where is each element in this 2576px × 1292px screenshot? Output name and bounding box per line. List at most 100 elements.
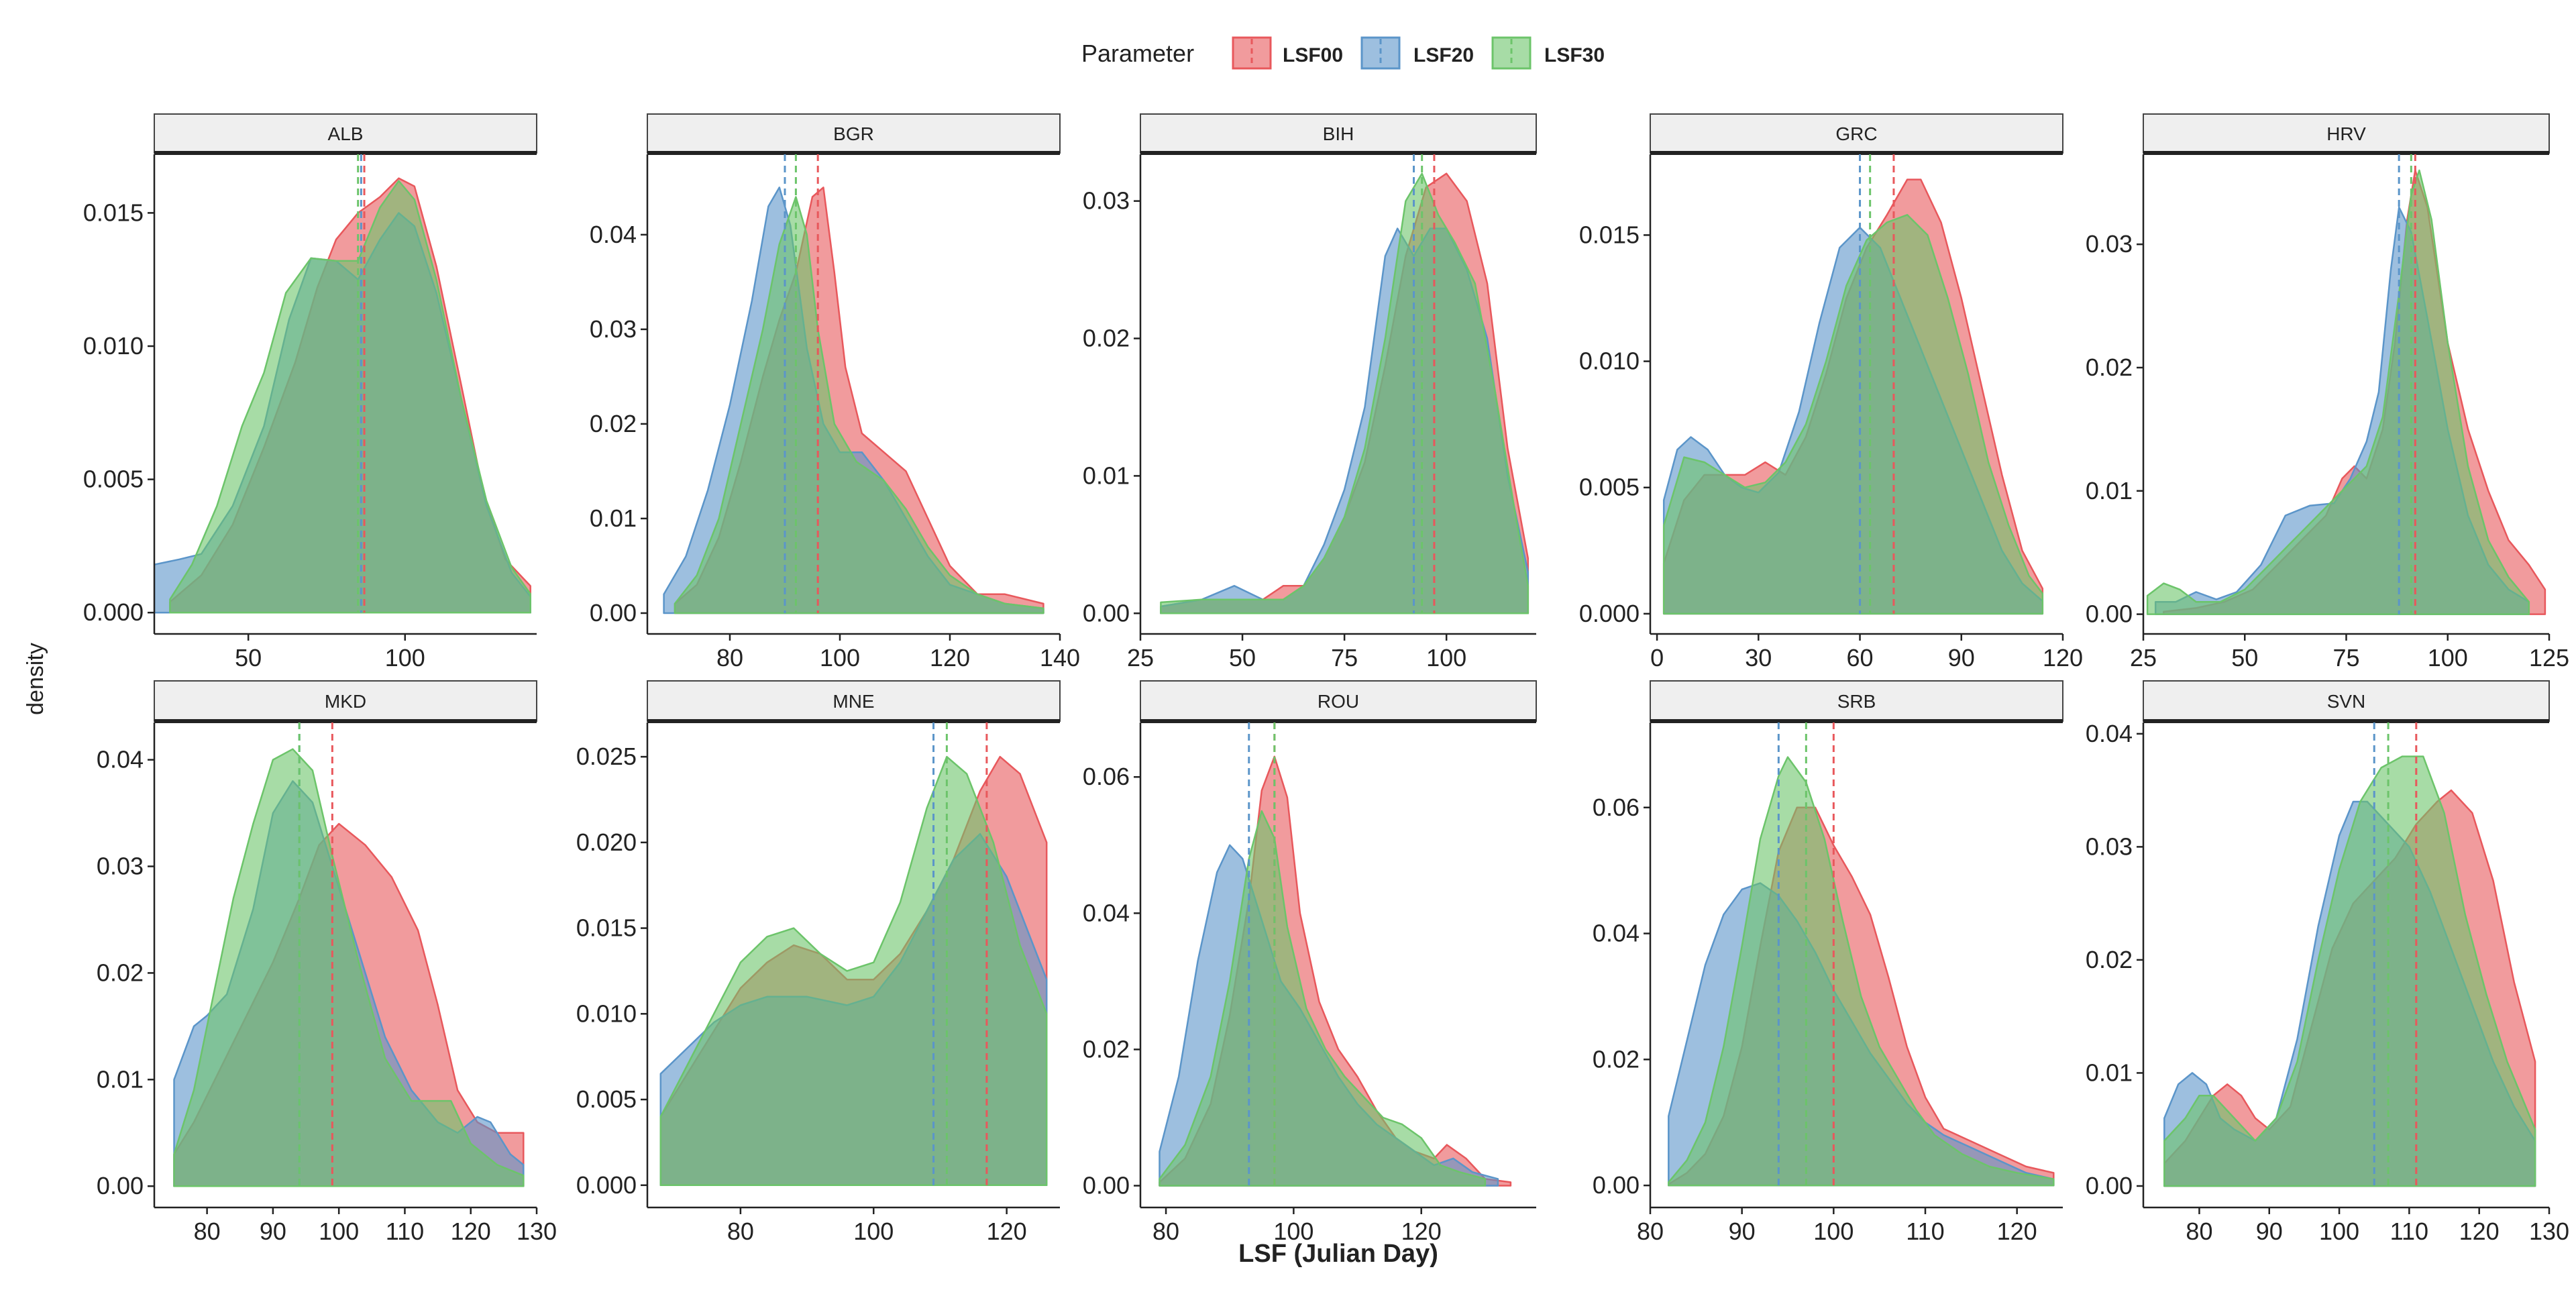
y-tick-label-bgr: 0.01 bbox=[590, 504, 637, 532]
legend-swatch-lsf00 bbox=[1232, 36, 1272, 70]
y-tick-label-bih: 0.03 bbox=[1083, 187, 1130, 215]
y-tick-label-svn: 0.03 bbox=[2086, 832, 2133, 860]
y-tick-label-rou: 0.04 bbox=[1083, 899, 1130, 926]
x-tick-label-grc: 30 bbox=[1745, 644, 1772, 671]
x-tick-label-hrv: 125 bbox=[2529, 644, 2569, 671]
x-tick-label-rou: 100 bbox=[1273, 1218, 1313, 1245]
x-tick-label-mne: 120 bbox=[987, 1218, 1027, 1245]
panel-strip-mkd bbox=[154, 680, 537, 722]
panel-title-bih: BIH bbox=[1323, 123, 1354, 144]
x-tick-label-bih: 75 bbox=[1331, 644, 1358, 671]
legend-key-lsf20: LSF20 bbox=[1360, 36, 1474, 70]
x-tick-label-srb: 100 bbox=[1813, 1218, 1854, 1245]
density-areas-mne bbox=[659, 722, 1048, 1187]
panel-strip-alb bbox=[154, 113, 537, 154]
legend-key-lsf30: LSF30 bbox=[1491, 36, 1605, 70]
panel-bgr: BGR 0.00 0.01 0.02 0.03 0.04 80 100 120 140 bbox=[590, 113, 1080, 671]
y-tick-label-alb: 0.000 bbox=[83, 598, 144, 626]
x-tick-label-hrv: 75 bbox=[2332, 644, 2359, 671]
density-areas-hrv bbox=[2146, 154, 2546, 615]
panel-strip-rou bbox=[1140, 680, 1537, 722]
density-area-lsf30 bbox=[2146, 169, 2530, 615]
x-tick-label-svn: 100 bbox=[2319, 1218, 2359, 1245]
panel-title-bgr: BGR bbox=[833, 123, 874, 144]
x-tick-label-mkd: 80 bbox=[194, 1218, 221, 1245]
panel-svn: SVN 0.00 0.01 0.02 0.03 0.04 80 90 100 110 120 130 bbox=[2086, 680, 2569, 1245]
x-tick-label-srb: 120 bbox=[1997, 1218, 2037, 1245]
x-tick-label-svn: 110 bbox=[2390, 1218, 2428, 1245]
panel-title-rou: ROU bbox=[1318, 691, 1359, 712]
panel-title-mkd: MKD bbox=[325, 691, 366, 712]
x-tick-label-grc: 90 bbox=[1948, 644, 1975, 671]
density-area-lsf30 bbox=[2163, 755, 2536, 1187]
y-tick-label-hrv: 0.02 bbox=[2086, 354, 2133, 381]
y-tick-label-rou: 0.00 bbox=[1083, 1172, 1130, 1199]
panel-title-hrv: HRV bbox=[2326, 123, 2366, 144]
y-tick-label-bgr: 0.00 bbox=[590, 599, 637, 627]
panel-title-alb: ALB bbox=[328, 123, 364, 144]
y-tick-label-rou: 0.02 bbox=[1083, 1035, 1130, 1063]
x-tick-label-bih: 25 bbox=[1127, 644, 1154, 671]
x-tick-label-bgr: 80 bbox=[716, 644, 743, 671]
y-tick-label-hrv: 0.00 bbox=[2086, 600, 2133, 628]
y-tick-label-rou: 0.06 bbox=[1083, 763, 1130, 790]
x-tick-label-svn: 130 bbox=[2529, 1218, 2569, 1245]
y-tick-label-mne: 0.015 bbox=[576, 914, 637, 942]
panel-title-srb: SRB bbox=[1837, 691, 1876, 712]
density-area-lsf30 bbox=[1159, 810, 1487, 1187]
x-tick-label-svn: 80 bbox=[2186, 1218, 2212, 1245]
y-tick-label-srb: 0.00 bbox=[1593, 1171, 1640, 1199]
panel-bih: BIH 0.00 0.01 0.02 0.03 25 50 75 100 bbox=[1083, 113, 1537, 671]
panel-rou: ROU 0.00 0.02 0.04 0.06 80 100 120 bbox=[1083, 680, 1537, 1245]
x-tick-label-srb: 80 bbox=[1637, 1218, 1664, 1245]
y-tick-label-mne: 0.010 bbox=[576, 1000, 637, 1027]
x-tick-label-mkd: 110 bbox=[386, 1218, 424, 1245]
y-tick-label-mne: 0.000 bbox=[576, 1171, 637, 1199]
panel-hrv: HRV 0.00 0.01 0.02 0.03 25 50 75 100 125 bbox=[2086, 113, 2569, 671]
panel-title-svn: SVN bbox=[2327, 691, 2366, 712]
y-tick-label-alb: 0.005 bbox=[83, 466, 144, 493]
legend-key-lsf00: LSF00 bbox=[1232, 36, 1343, 70]
x-axis-title: LSF (Julian Day) bbox=[1238, 1240, 1438, 1268]
density-area-lsf30 bbox=[173, 748, 525, 1187]
legend-title: Parameter bbox=[1081, 40, 1194, 67]
y-tick-label-grc: 0.015 bbox=[1579, 221, 1640, 248]
panel-alb: ALB 0.000 0.005 0.010 0.015 50 100 bbox=[83, 113, 537, 671]
y-tick-label-grc: 0.010 bbox=[1579, 347, 1640, 375]
x-tick-label-mne: 100 bbox=[853, 1218, 894, 1245]
x-tick-label-rou: 80 bbox=[1152, 1218, 1179, 1245]
x-tick-label-mne: 80 bbox=[727, 1218, 754, 1245]
y-tick-label-mkd: 0.01 bbox=[97, 1065, 144, 1093]
y-tick-label-mne: 0.020 bbox=[576, 828, 637, 856]
y-tick-label-srb: 0.06 bbox=[1593, 794, 1640, 821]
legend: Parameter LSF00 LSF20 LSF30 bbox=[1081, 36, 1605, 70]
density-area-lsf30 bbox=[1668, 756, 2055, 1187]
panel-grc: GRC 0.000 0.005 0.010 0.015 0 30 60 90 120 bbox=[1579, 113, 2083, 671]
panel-strip-svn bbox=[2143, 680, 2550, 722]
y-tick-label-svn: 0.04 bbox=[2086, 720, 2133, 747]
y-tick-label-hrv: 0.03 bbox=[2086, 230, 2133, 258]
x-tick-label-rou: 120 bbox=[1401, 1218, 1442, 1245]
y-tick-label-bih: 0.00 bbox=[1083, 599, 1130, 627]
density-area-lsf30 bbox=[1160, 172, 1529, 614]
density-areas-rou bbox=[1159, 722, 1512, 1187]
y-tick-label-svn: 0.00 bbox=[2086, 1172, 2133, 1199]
density-areas-grc bbox=[1662, 154, 2044, 615]
y-tick-label-mkd: 0.02 bbox=[97, 959, 144, 986]
panel-mkd: MKD 0.00 0.01 0.02 0.03 0.04 80 90 100 110 120 130 bbox=[97, 680, 557, 1245]
y-tick-label-mne: 0.025 bbox=[576, 743, 637, 770]
x-tick-label-mkd: 100 bbox=[319, 1218, 359, 1245]
x-tick-label-hrv: 25 bbox=[2130, 644, 2157, 671]
x-tick-label-mkd: 120 bbox=[451, 1218, 491, 1245]
y-tick-label-alb: 0.010 bbox=[83, 332, 144, 360]
y-tick-label-hrv: 0.01 bbox=[2086, 477, 2133, 504]
density-area-lsf30 bbox=[169, 180, 531, 614]
x-tick-label-mkd: 90 bbox=[260, 1218, 286, 1245]
panel-strip-hrv bbox=[2143, 113, 2550, 154]
density-areas-alb bbox=[154, 154, 531, 614]
y-tick-label-svn: 0.02 bbox=[2086, 946, 2133, 973]
y-tick-label-mkd: 0.04 bbox=[97, 746, 144, 773]
x-tick-label-bgr: 100 bbox=[820, 644, 860, 671]
